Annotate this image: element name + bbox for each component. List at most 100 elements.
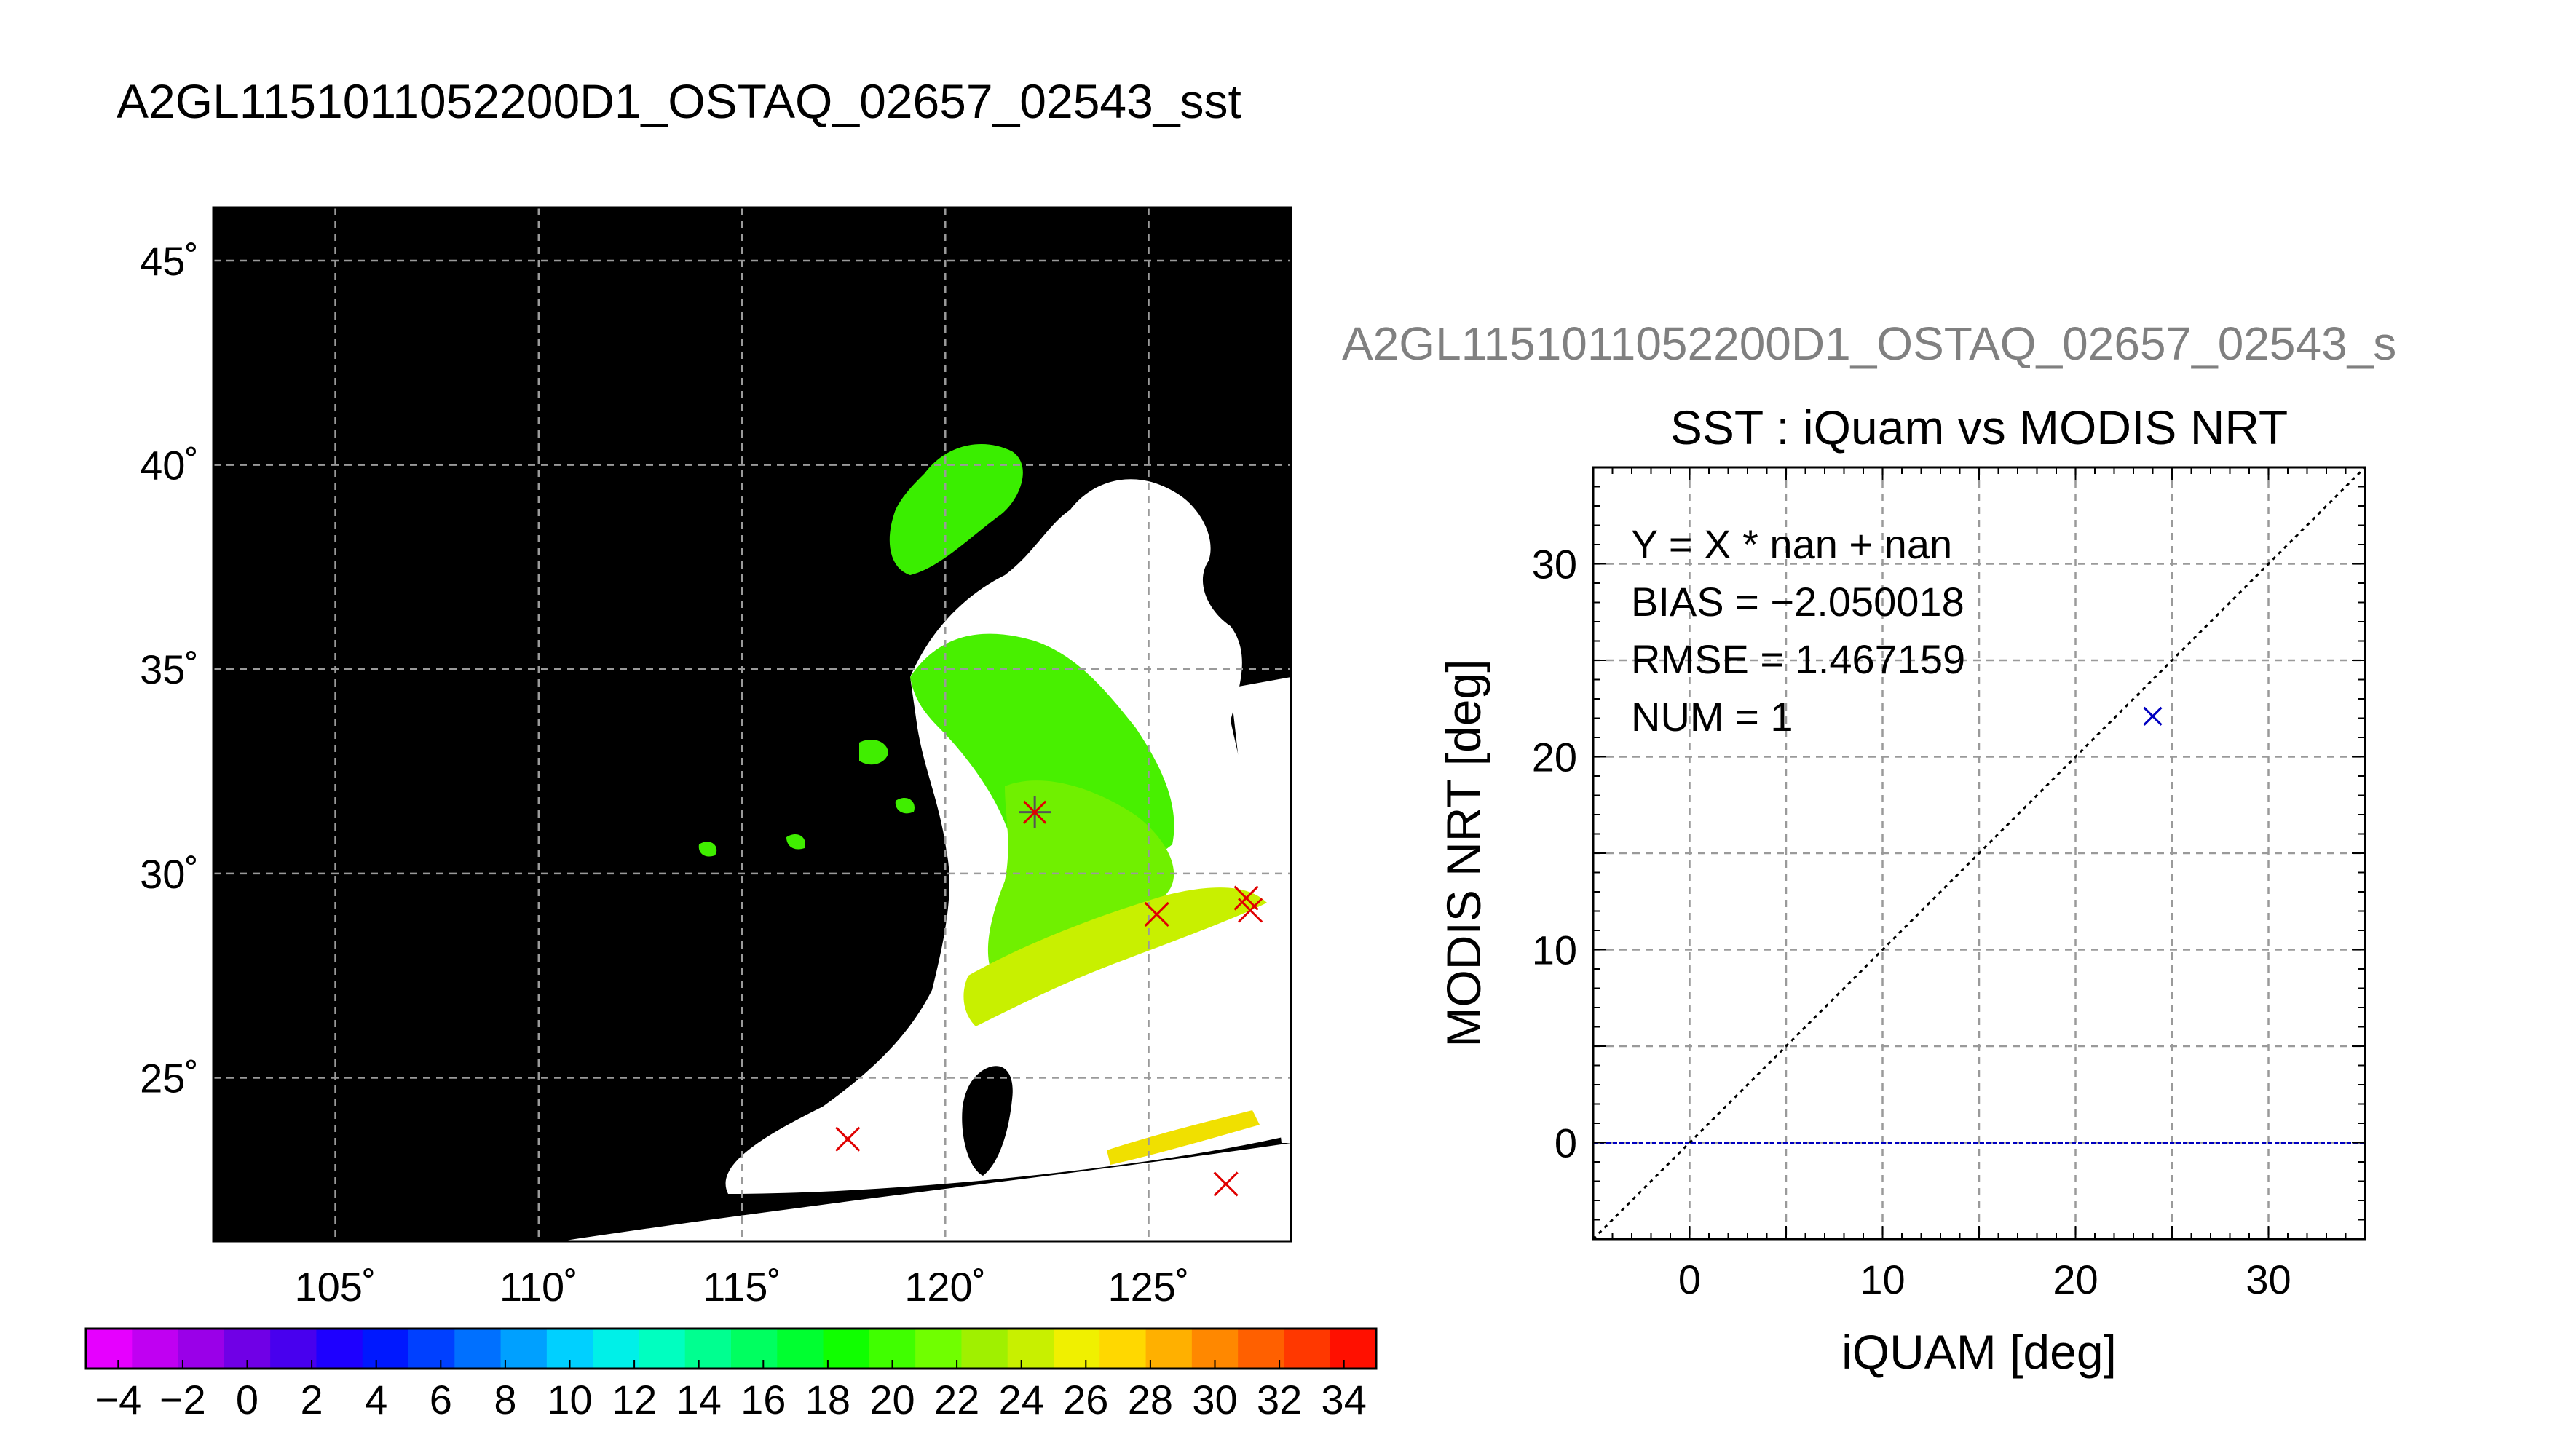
map-frame: [212, 206, 1292, 1243]
scatter-y-axis-label: MODIS NRT [deg]: [1437, 659, 1490, 1047]
scatter-header: A2GL1151011052200D1_OSTAQ_02657_02543_s: [1342, 317, 2396, 370]
map-y-tick-label: 45˚: [140, 238, 199, 284]
colorbar-tick-label: 16: [741, 1377, 786, 1423]
colorbar-tick-label: 18: [805, 1377, 850, 1423]
map-x-tick-label: 125˚: [1107, 1264, 1189, 1310]
colorbar-segment: [639, 1329, 686, 1369]
colorbar-tick-label: 12: [612, 1377, 657, 1423]
scatter-x-tick-labels: 0 10 20 30: [1678, 1257, 2291, 1302]
map-x-tick-label: 115˚: [703, 1264, 781, 1310]
scatter-y-tick-label: 0: [1555, 1120, 1577, 1166]
colorbar-tick-label: 32: [1257, 1377, 1302, 1423]
map-y-tick-label: 30˚: [140, 851, 199, 897]
map-y-tick-label: 25˚: [140, 1055, 199, 1101]
scatter-x-tick-label: 0: [1678, 1257, 1701, 1302]
colorbar-segment: [593, 1329, 640, 1369]
scatter-stats: Y = X * nan + nan BIAS = −2.050018 RMSE = …: [1631, 521, 1965, 740]
colorbar-segment: [408, 1329, 455, 1369]
colorbar-segment: [362, 1329, 409, 1369]
colorbar-tick-label: 0: [236, 1377, 258, 1423]
colorbar-segment: [731, 1329, 778, 1369]
colorbar-tick-label: −4: [95, 1377, 141, 1423]
colorbar-segment: [1284, 1329, 1331, 1369]
scatter-frame: [1592, 466, 2366, 1241]
colorbar-tick-label: 8: [494, 1377, 516, 1423]
scatter-x-tick-label: 10: [1860, 1257, 1905, 1302]
colorbar: [84, 1327, 1378, 1370]
map-x-tick-label: 105˚: [295, 1264, 376, 1310]
colorbar-tick-label: 2: [301, 1377, 323, 1423]
buoy-point-marker: [1019, 796, 1051, 828]
scatter-y-tick-label: 10: [1532, 927, 1577, 973]
scatter-title: SST : iQuam vs MODIS NRT: [1670, 400, 2288, 454]
colorbar-tick-label: 20: [869, 1377, 915, 1423]
scatter-y-tick-labels: 0 10 20 30: [1532, 542, 1577, 1166]
scatter-point: [2143, 706, 2163, 726]
colorbar-segment: [823, 1329, 870, 1369]
colorbar-segment: [1238, 1329, 1285, 1369]
colorbar-tick-label: 34: [1322, 1377, 1367, 1423]
sst-southern-yellow: [963, 887, 1267, 1026]
sst-bohai-green: [889, 444, 1023, 575]
colorbar-segment: [132, 1329, 179, 1369]
map-x-tick-labels: 105˚ 110˚ 115˚ 120˚ 125˚: [295, 1264, 1190, 1310]
colorbar-tick-label: 26: [1063, 1377, 1108, 1423]
colorbar-segment: [961, 1329, 1008, 1369]
colorbar-tick-label: −2: [159, 1377, 206, 1423]
colorbar-tick-label: 30: [1192, 1377, 1237, 1423]
colorbar-tick-labels: −4 −2 0 2 4 6 8 10 12 14 16 18 20 22 24 26 28 30 32 34: [95, 1377, 1366, 1423]
scatter-x-tick-label: 20: [2053, 1257, 2098, 1302]
colorbar-tick-label: 6: [430, 1377, 452, 1423]
colorbar-segment: [915, 1329, 963, 1369]
scatter-stat-line: Y = X * nan + nan: [1631, 521, 1952, 567]
colorbar-segment: [1099, 1329, 1147, 1369]
colorbar-tick-label: 14: [676, 1377, 722, 1423]
match-point-marker: [1213, 1171, 1239, 1197]
colorbar-segment: [454, 1329, 502, 1369]
colorbar-segment: [86, 1329, 133, 1369]
scatter-stat-line: BIAS = −2.050018: [1631, 579, 1964, 625]
colorbar-segment: [684, 1329, 732, 1369]
map-y-tick-labels: 45˚ 40˚ 35˚ 30˚ 25˚: [140, 238, 199, 1101]
colorbar-segment: [178, 1329, 225, 1369]
colorbar-segment: [1054, 1329, 1100, 1369]
colorbar-segment: [316, 1329, 363, 1369]
colorbar-segment: [270, 1329, 317, 1369]
map-x-tick-label: 120˚: [904, 1264, 986, 1310]
one-to-one-line: [1593, 467, 2365, 1239]
colorbar-segment: [500, 1329, 548, 1369]
colorbar-segment: [1007, 1329, 1054, 1369]
scatter-x-tick-label: 30: [2246, 1257, 2291, 1302]
map-y-tick-label: 40˚: [140, 443, 199, 488]
scatter-stat-line: NUM = 1: [1631, 694, 1793, 740]
match-point-marker: [1238, 898, 1263, 923]
colorbar-segment: [777, 1329, 824, 1369]
colorbar-segment: [1145, 1329, 1193, 1369]
main-title: A2GL1151011052200D1_OSTAQ_02657_02543_ss…: [117, 74, 1241, 128]
scatter-x-axis-label: iQUAM [deg]: [1841, 1325, 2117, 1379]
map-y-tick-label: 35˚: [140, 646, 199, 692]
match-point-marker: [835, 1126, 861, 1152]
sst-map: 105˚ 110˚ 115˚ 120˚ 125˚ 45˚ 40˚ 35˚ 30˚ 25˚: [140, 206, 1292, 1310]
sst-coastal-green: [987, 780, 1174, 990]
scatter-y-tick-label: 30: [1532, 542, 1577, 587]
map-grid: [213, 207, 1291, 1241]
swath-edge-region: [561, 1143, 1291, 1241]
scatter-y-tick-label: 20: [1532, 735, 1577, 780]
colorbar-frame: [84, 1327, 1378, 1370]
colorbar-tick-label: 4: [365, 1377, 387, 1423]
colorbar-tick-label: 28: [1128, 1377, 1173, 1423]
scatter-plot: Y = X * nan + nan BIAS = −2.050018 RMSE = …: [1532, 466, 2366, 1302]
match-point-marker: [1144, 901, 1169, 927]
scatter-stat-line: RMSE = 1.467159: [1631, 636, 1965, 682]
colorbar-segment: [1330, 1329, 1377, 1369]
map-markers: [835, 796, 1263, 1197]
colorbar-tick-label: 10: [547, 1377, 592, 1423]
scatter-points: [2143, 706, 2163, 726]
map-x-tick-label: 110˚: [499, 1264, 578, 1310]
colorbar-tick-label: 22: [934, 1377, 979, 1423]
sst-taiwan-strait-yellow: [1107, 1110, 1260, 1165]
taiwan-island: [962, 1066, 1013, 1176]
colorbar-tick-label: 24: [999, 1377, 1044, 1423]
